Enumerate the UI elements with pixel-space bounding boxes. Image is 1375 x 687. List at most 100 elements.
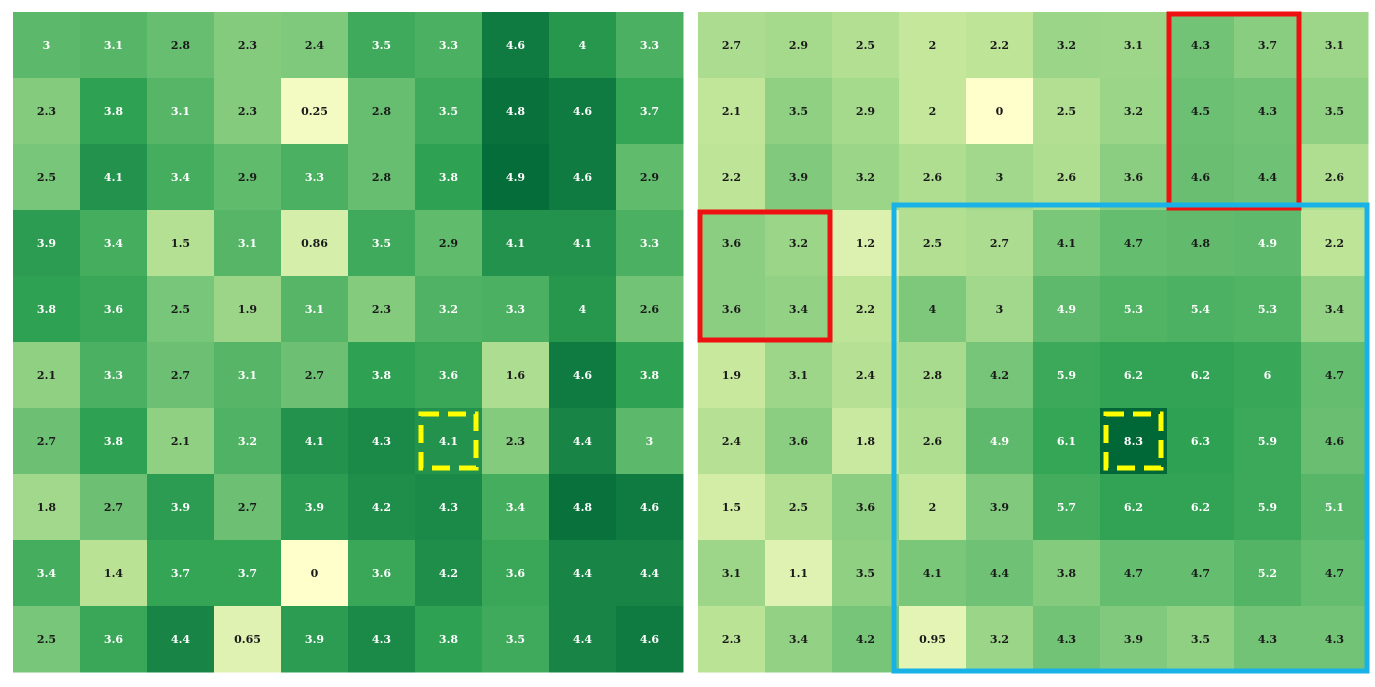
cell-value-label: 3.6 [722, 303, 741, 316]
heatmap-cell [616, 606, 684, 673]
cell-value-label: 4.2 [856, 633, 875, 646]
heatmap-cell [832, 606, 900, 673]
heatmap-cell [147, 78, 215, 145]
cell-value-label: 2.6 [1325, 171, 1344, 184]
cell-value-label: 6 [1264, 369, 1272, 382]
cell-value-label: 2.8 [372, 105, 391, 118]
heatmap-cell [698, 210, 766, 277]
cell-value-label: 4.1 [305, 435, 324, 448]
heatmap-cell [147, 12, 215, 79]
cell-value-label: 4.6 [640, 633, 659, 646]
heatmap-cell [348, 540, 416, 607]
cell-value-label: 5.2 [1258, 567, 1277, 580]
heatmap-cell [415, 342, 483, 409]
heatmap-cell [1033, 408, 1101, 475]
heatmap-cell [415, 408, 483, 475]
heatmap-cell [765, 474, 833, 541]
cell-value-label: 6.2 [1124, 501, 1143, 514]
region-highlight-box-blue [891, 202, 1370, 674]
cell-value-label: 0.25 [301, 105, 328, 118]
heatmap-cell [1301, 210, 1369, 277]
cell-value-label: 4.7 [1124, 567, 1143, 580]
cell-value-label: 4.4 [171, 633, 190, 646]
cell-value-label: 3.9 [37, 237, 56, 250]
cell-value-label: 1.8 [37, 501, 56, 514]
heatmap-cell [80, 408, 148, 475]
cell-value-label: 2.7 [37, 435, 56, 448]
heatmap-cell [765, 78, 833, 145]
heatmap-cell [616, 276, 684, 343]
heatmap-cell [899, 474, 967, 541]
cell-value-label: 2.4 [856, 369, 875, 382]
heatmap-cell [549, 276, 617, 343]
cell-value-label: 2 [929, 105, 937, 118]
heatmap-cell [899, 540, 967, 607]
cell-value-label: 6.2 [1124, 369, 1143, 382]
cell-value-label: 4.1 [573, 237, 592, 250]
cell-value-label: 3.8 [439, 633, 458, 646]
cell-value-label: 4.9 [1057, 303, 1076, 316]
cell-value-label: 3.9 [305, 633, 324, 646]
cell-value-label: 4.2 [439, 567, 458, 580]
heatmap-cell [1100, 78, 1168, 145]
cell-value-label: 4.1 [923, 567, 942, 580]
heatmap-cell [966, 276, 1034, 343]
cell-value-label: 4.7 [1191, 567, 1210, 580]
heatmap-cell [966, 408, 1034, 475]
heatmap-cell [698, 342, 766, 409]
cell-value-label: 4.1 [104, 171, 123, 184]
heatmap-cell [966, 606, 1034, 673]
cell-value-label: 0.86 [301, 237, 328, 250]
heatmap-cell [1167, 342, 1235, 409]
heatmap-cell [966, 12, 1034, 79]
heatmap-cell [281, 342, 349, 409]
cell-value-label: 3.1 [104, 39, 123, 52]
cell-value-label: 4.3 [1191, 39, 1210, 52]
cell-value-label: 3.9 [789, 171, 808, 184]
heatmap-cell [698, 276, 766, 343]
heatmap-cell [80, 606, 148, 673]
cell-value-label: 4.4 [573, 633, 592, 646]
cell-value-label: 4.6 [640, 501, 659, 514]
heatmap-cell [616, 474, 684, 541]
cell-value-label: 4 [579, 39, 587, 52]
heatmap-cell [765, 606, 833, 673]
cell-value-label: 3.2 [990, 633, 1009, 646]
cell-value-label: 3.9 [305, 501, 324, 514]
cell-value-label: 2.9 [238, 171, 257, 184]
cell-value-label: 2.9 [789, 39, 808, 52]
heatmap-cell [1033, 210, 1101, 277]
cell-value-label: 2.3 [372, 303, 391, 316]
heatmap-cell [13, 474, 81, 541]
heatmap-cell [13, 540, 81, 607]
heatmap-cell [765, 342, 833, 409]
heatmap-cell [616, 408, 684, 475]
heatmap-cell [966, 78, 1034, 145]
cell-value-label: 3.1 [305, 303, 324, 316]
cell-value-label: 4.9 [990, 435, 1009, 448]
heatmap-cell [549, 474, 617, 541]
cell-value-label: 2.9 [856, 105, 875, 118]
cell-value-label: 4 [929, 303, 937, 316]
cell-value-label: 2.8 [372, 171, 391, 184]
cell-value-label: 3.9 [990, 501, 1009, 514]
cell-value-label: 2.5 [856, 39, 875, 52]
heatmap-cell [214, 408, 282, 475]
cell-value-label: 3.8 [439, 171, 458, 184]
cell-value-label: 4.1 [439, 435, 458, 448]
cell-value-label: 2.6 [923, 435, 942, 448]
heatmap-cell [13, 276, 81, 343]
heatmap-cell [1100, 144, 1168, 211]
heatmap-cell [13, 210, 81, 277]
cell-value-label: 3.4 [171, 171, 190, 184]
heatmap-cell [832, 540, 900, 607]
heatmap-cell [1301, 540, 1369, 607]
heatmap-cell [1100, 540, 1168, 607]
heatmap-cell [1301, 78, 1369, 145]
heatmap-cell [1167, 408, 1235, 475]
cell-value-label: 3 [996, 171, 1004, 184]
heatmap-cell [549, 606, 617, 673]
cell-value-label: 4.3 [1325, 633, 1344, 646]
cell-value-label: 2.1 [722, 105, 741, 118]
cell-value-label: 0.95 [919, 633, 946, 646]
